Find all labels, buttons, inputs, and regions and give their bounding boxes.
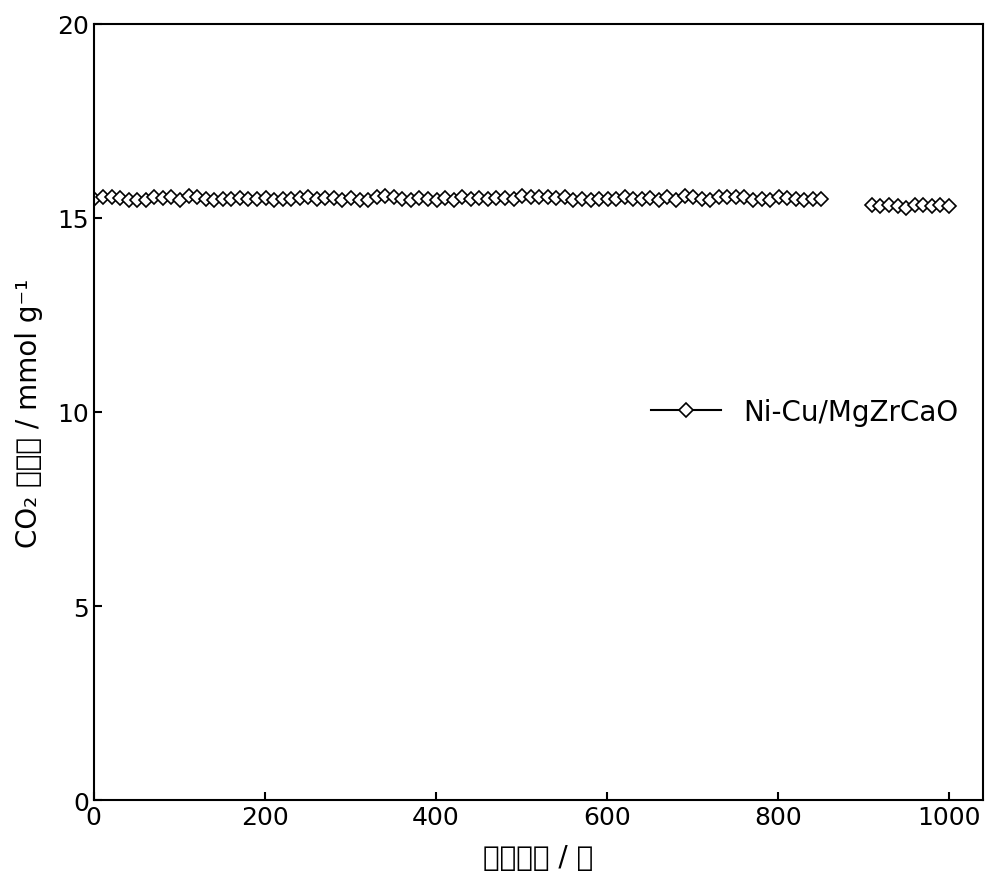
Ni-Cu/MgZrCaO bbox=[88, 194, 100, 205]
X-axis label: 循环次数 / 次: 循环次数 / 次 bbox=[483, 843, 593, 871]
Y-axis label: CO₂ 吸附量 / mmol g⁻¹: CO₂ 吸附量 / mmol g⁻¹ bbox=[15, 278, 43, 547]
Ni-Cu/MgZrCaO bbox=[943, 201, 955, 212]
Legend: Ni-Cu/MgZrCaO: Ni-Cu/MgZrCaO bbox=[640, 387, 969, 438]
Ni-Cu/MgZrCaO bbox=[721, 193, 733, 204]
Line: Ni-Cu/MgZrCaO: Ni-Cu/MgZrCaO bbox=[90, 192, 954, 214]
Ni-Cu/MgZrCaO bbox=[114, 193, 126, 204]
Ni-Cu/MgZrCaO bbox=[559, 192, 571, 203]
Ni-Cu/MgZrCaO bbox=[302, 192, 314, 203]
Ni-Cu/MgZrCaO bbox=[499, 193, 511, 204]
Ni-Cu/MgZrCaO bbox=[148, 192, 160, 203]
